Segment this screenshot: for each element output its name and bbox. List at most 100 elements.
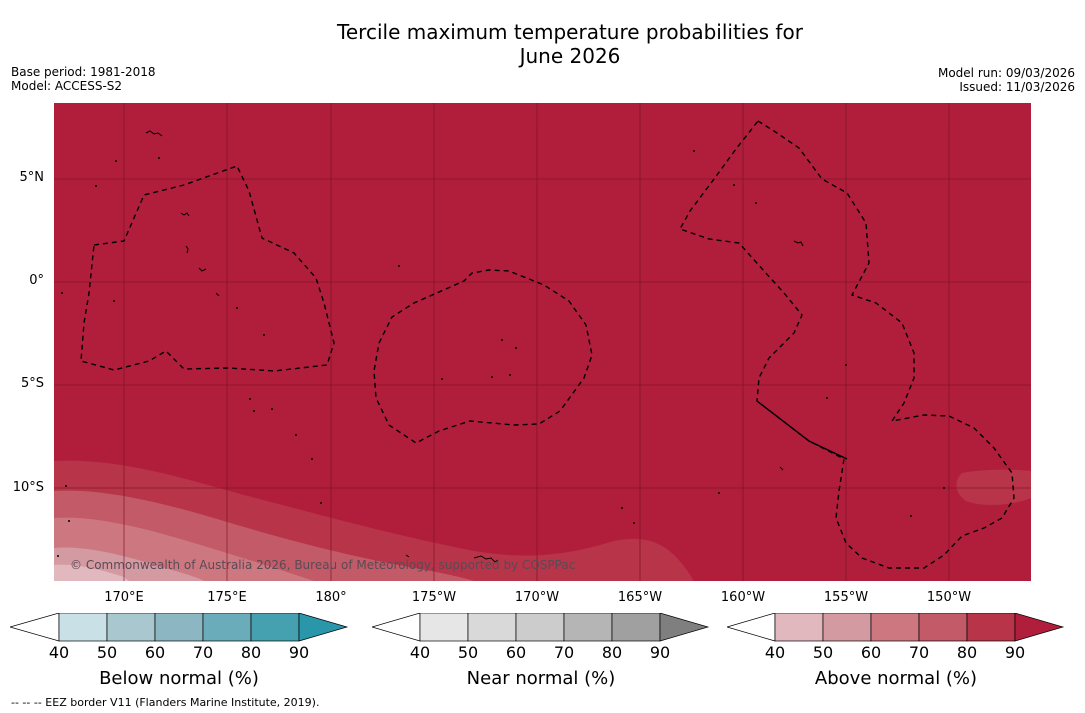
island-dot-7 — [263, 334, 265, 336]
cbar-above-seg-3 — [870, 613, 920, 642]
lat-label-10s: 10°S — [12, 480, 44, 495]
island-8 — [405, 554, 410, 558]
island-dot-11 — [295, 434, 297, 436]
island-dot-8 — [249, 398, 251, 400]
colorbar-near-normal — [372, 613, 710, 642]
tick-below-50: 50 — [96, 643, 118, 662]
colorbar-near-title: Near normal (%) — [466, 668, 616, 689]
issued-date: Issued: 11/03/2026 — [959, 80, 1075, 94]
band-east — [956, 469, 1031, 505]
lon-label-150w: 150°W — [926, 590, 972, 605]
lon-label-160w: 160°W — [720, 590, 766, 605]
island-dot-28 — [910, 515, 912, 517]
islands — [145, 130, 804, 563]
eez-central — [373, 269, 593, 444]
island-dot-17 — [501, 339, 503, 341]
tick-near-60: 60 — [505, 643, 527, 662]
eez-footnote: -- -- -- EEZ border V11 (Flanders Marine… — [11, 696, 320, 709]
island-dot-3 — [115, 160, 117, 162]
tick-above-90: 90 — [1004, 643, 1026, 662]
tick-near-40: 40 — [409, 643, 431, 662]
island-dot-24 — [755, 202, 757, 204]
island-dots — [57, 150, 945, 557]
island-dot-25 — [845, 364, 847, 366]
meta-left: Base period: 1981-2018 Model: ACCESS-S2 — [11, 65, 156, 93]
lon-label-165w: 165°W — [617, 590, 663, 605]
cbar-above-seg-4 — [918, 613, 968, 642]
island-dot-30 — [65, 485, 67, 487]
cbar-below-seg-6 — [298, 613, 349, 642]
island-dot-10 — [271, 408, 273, 410]
band-above-40 — [54, 564, 129, 581]
island-5 — [215, 292, 220, 297]
island-9 — [779, 466, 784, 471]
cbar-near-seg-0 — [372, 613, 421, 642]
model-name: Model: ACCESS-S2 — [11, 79, 123, 93]
lat-label-0: 0° — [29, 273, 44, 288]
colorbar-above-title: Above normal (%) — [814, 668, 978, 689]
cbar-near-seg-2 — [467, 613, 517, 642]
island-dot-14 — [398, 265, 400, 267]
cbar-near-seg-6 — [659, 613, 710, 642]
lat-label-5n: 5°N — [19, 170, 45, 185]
eez-borders — [80, 120, 1015, 569]
island-dot-18 — [515, 347, 517, 349]
island-dot-22 — [693, 150, 695, 152]
tick-near-90: 90 — [649, 643, 671, 662]
tick-near-80: 80 — [601, 643, 623, 662]
island-dot-31 — [68, 520, 70, 522]
island-dot-29 — [943, 487, 945, 489]
island-dot-21 — [633, 522, 635, 524]
cbar-near-seg-5 — [611, 613, 661, 642]
tick-below-80: 80 — [240, 643, 262, 662]
cbar-below-seg-2 — [106, 613, 156, 642]
tick-below-70: 70 — [192, 643, 214, 662]
title-line-1: Tercile maximum temperature probabilitie… — [337, 20, 803, 44]
colorbar-below-normal — [10, 613, 349, 642]
island-4 — [198, 267, 207, 272]
tick-above-50: 50 — [812, 643, 834, 662]
island-dot-4 — [61, 292, 63, 294]
tick-above-70: 70 — [908, 643, 930, 662]
island-2 — [180, 212, 190, 217]
cbar-near-seg-3 — [515, 613, 565, 642]
island-dot-2 — [95, 185, 97, 187]
cbar-below-seg-5 — [250, 613, 300, 642]
island-dot-1 — [158, 157, 160, 159]
island-dot-15 — [441, 378, 443, 380]
tick-above-80: 80 — [956, 643, 978, 662]
credit-text: © Commonwealth of Australia 2026, Bureau… — [70, 558, 576, 572]
island-dot-19 — [509, 374, 511, 376]
colorbar-below-title: Below normal (%) — [99, 668, 259, 689]
title-line-2: June 2026 — [519, 44, 621, 68]
cbar-above-seg-0 — [727, 613, 776, 642]
cbar-above-seg-1 — [774, 613, 824, 642]
cbar-near-seg-4 — [563, 613, 613, 642]
tick-below-90: 90 — [288, 643, 310, 662]
tick-near-70: 70 — [553, 643, 575, 662]
island-dot-16 — [491, 376, 493, 378]
eez-east — [678, 120, 1015, 569]
island-dot-9 — [253, 410, 255, 412]
island-dot-27 — [718, 492, 720, 494]
cbar-below-seg-1 — [58, 613, 108, 642]
base-period: Base period: 1981-2018 — [11, 65, 156, 79]
probability-map — [54, 103, 1031, 581]
lon-label-180: 180° — [315, 590, 347, 605]
island-dot-26 — [826, 397, 828, 399]
island-dot-5 — [113, 300, 115, 302]
cbar-below-seg-4 — [202, 613, 252, 642]
cbar-near-seg-1 — [419, 613, 469, 642]
island-dot-32 — [57, 555, 59, 557]
lon-label-170w: 170°W — [514, 590, 560, 605]
model-run: Model run: 09/03/2026 — [937, 66, 1075, 80]
colorbar-above-normal — [727, 613, 1065, 642]
cbar-above-seg-2 — [822, 613, 872, 642]
lon-label-175e: 175°E — [207, 590, 247, 605]
island-6 — [793, 240, 804, 247]
island-dot-6 — [236, 307, 238, 309]
meta-right: Model run: 09/03/2026 Issued: 11/03/2026 — [938, 66, 1075, 94]
lon-label-170e: 170°E — [104, 590, 144, 605]
island-7 — [473, 555, 499, 563]
tick-near-50: 50 — [457, 643, 479, 662]
